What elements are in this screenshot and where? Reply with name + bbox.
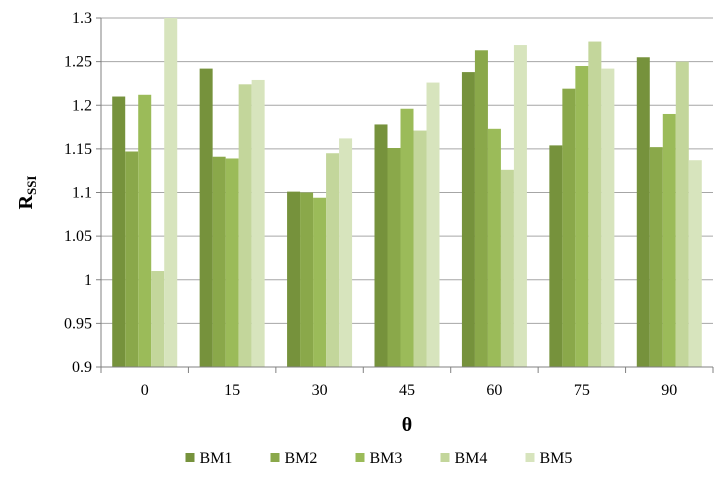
- bar-bm3-60: [487, 128, 501, 367]
- x-tick-label: 75: [574, 382, 590, 399]
- legend-label: BM2: [285, 450, 318, 467]
- legend-item-bm4: BM4: [440, 450, 488, 467]
- bar-bm3-90: [662, 113, 676, 367]
- bar-bm1-90: [636, 57, 650, 367]
- bar-bm4-15: [238, 84, 252, 367]
- bar-bm5-45: [426, 82, 440, 367]
- y-tick-label: 1.25: [64, 54, 92, 71]
- y-tick-label: 1.1: [72, 185, 92, 202]
- legend-label: BM4: [455, 450, 488, 467]
- x-tick-label: 45: [399, 382, 415, 399]
- bar-bm4-90: [675, 61, 689, 367]
- bar-bm2-75: [562, 88, 576, 368]
- bar-bm2-90: [649, 147, 663, 367]
- bar-bm2-15: [212, 156, 226, 367]
- bar-bm4-30: [326, 153, 340, 367]
- bar-bm2-0: [125, 151, 139, 367]
- x-tick-labels: 0 15 30 45 60 75 90: [141, 382, 678, 399]
- bar-bm5-30: [339, 138, 353, 367]
- axes: [100, 18, 714, 373]
- bar-bm1-0: [112, 96, 126, 368]
- x-tick-label: 0: [141, 382, 149, 399]
- bar-bm4-75: [588, 41, 602, 368]
- y-tick-label: 1.3: [72, 10, 92, 27]
- bar-bm4-60: [500, 169, 514, 367]
- bar-bm4-0: [151, 271, 165, 367]
- legend-item-bm1: BM1: [185, 450, 233, 467]
- bar-bm3-75: [575, 65, 589, 368]
- bar-bm2-60: [474, 50, 488, 367]
- legend-swatch: [525, 453, 535, 462]
- x-tick-label: 90: [661, 382, 677, 399]
- legend-label: BM5: [540, 450, 573, 467]
- bar-bm3-0: [138, 94, 152, 367]
- bar-bm5-90: [688, 160, 702, 367]
- bar-bm3-30: [313, 197, 327, 367]
- y-tick-label: 1.2: [72, 97, 92, 114]
- y-tick-labels: 0.9 0.95 1 1.05 1.1 1.15 1.2 1.25 1.3: [64, 10, 92, 376]
- bar-bm5-60: [513, 45, 527, 368]
- legend-item-bm5: BM5: [525, 450, 573, 467]
- y-tick-label: 1.15: [64, 141, 92, 158]
- bar-bm3-45: [400, 108, 414, 368]
- bars: [112, 18, 702, 368]
- bar-bm4-45: [413, 130, 427, 367]
- bar-bm5-0: [164, 18, 178, 367]
- legend: BM1 BM2 BM3 BM4 BM5: [185, 450, 573, 467]
- bar-bm1-75: [549, 145, 563, 367]
- x-axis-title: θ: [402, 414, 412, 436]
- y-axis-title-main: R: [15, 194, 37, 209]
- bar-bm5-75: [601, 68, 615, 367]
- y-tick-label: 0.9: [72, 359, 92, 376]
- bar-bm3-15: [225, 158, 239, 367]
- bar-bm5-15: [251, 79, 265, 367]
- x-tick-label: 15: [224, 382, 240, 399]
- legend-label: BM1: [200, 450, 233, 467]
- y-axis-title-subscript: SSI: [24, 176, 39, 196]
- bar-bm1-60: [461, 72, 475, 367]
- legend-label: BM3: [370, 450, 403, 467]
- y-tick-label: 1.05: [64, 228, 92, 245]
- bar-bm2-45: [387, 148, 401, 367]
- legend-swatch: [185, 453, 195, 462]
- legend-item-bm3: BM3: [355, 450, 403, 467]
- x-tick-label: 60: [486, 382, 502, 399]
- bar-bm2-30: [300, 192, 314, 367]
- legend-item-bm2: BM2: [270, 450, 318, 467]
- legend-swatch: [440, 453, 450, 462]
- x-tick-label: 30: [312, 382, 328, 399]
- y-tick-label: 1: [84, 272, 92, 289]
- legend-swatch: [355, 453, 365, 462]
- y-tick-label: 0.95: [64, 315, 92, 332]
- legend-swatch: [270, 453, 280, 462]
- y-axis-title: RSSI: [15, 176, 39, 210]
- bar-bm1-30: [287, 191, 301, 367]
- bar-bm1-15: [199, 68, 213, 367]
- bar-bm1-45: [374, 124, 388, 367]
